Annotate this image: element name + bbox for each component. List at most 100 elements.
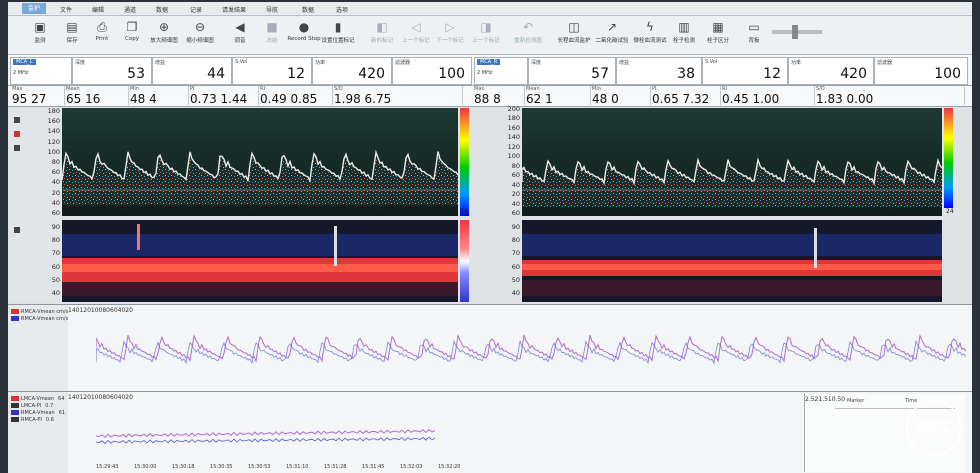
legend-text: RMCA-Vmean cm/s: [21, 316, 69, 322]
trend2-legend: LMCA-Vmean 64 LMCA-PI 0.7 RMCA-Vmean 61 RMCA-P…: [8, 392, 68, 473]
toolbar-button-undo[interactable]: ↶ 重新检测图: [508, 20, 548, 52]
left-power-field[interactable]: 功率 420: [312, 57, 392, 85]
menu-record[interactable]: 记录: [190, 7, 203, 14]
toolbar-label: 栓子区分: [706, 38, 729, 44]
stat-value: 0.73 1.44: [190, 92, 248, 106]
toolbar: ▣ 监测 ▤ 保存 ⎙ Print ❐ Copy ⊕ 放大频谱图 ⊖ 缩小频谱图 ◀ 调音 ■ 冻结 ● Reco…: [8, 16, 972, 55]
time-tick-label: 15:30:53: [248, 464, 271, 470]
right-channel-select[interactable]: MCA_R 2 MHz: [474, 57, 528, 85]
menu-results[interactable]: 请发结果: [222, 7, 247, 14]
axis-tick-label: 140: [68, 307, 80, 314]
toolbar-button-emboli-diff[interactable]: ▦ 栓子区分: [698, 20, 738, 52]
menu-data-2[interactable]: 数据: [302, 7, 315, 14]
menu-channel[interactable]: 通道: [124, 7, 137, 14]
toolbar-button-record[interactable]: ● Record Stop: [284, 20, 324, 52]
menu-options[interactable]: 选项: [336, 7, 349, 14]
toolbar-button-emboli-detect[interactable]: ▥ 栓子检测: [664, 20, 704, 52]
toolbar-button-monitor-long[interactable]: ◫ 长程血流监护: [554, 20, 594, 52]
menu-monitor[interactable]: 监护: [22, 3, 47, 14]
axis-tick-label: 140: [507, 133, 520, 142]
volume-slider-knob[interactable]: [792, 25, 798, 39]
toolbar-button-zoom-out[interactable]: ⊖ 缩小频谱图: [180, 20, 220, 52]
left-spectrum-panel[interactable]: [62, 108, 458, 216]
toolbar-label: 栓子检测: [672, 38, 695, 44]
settings-icon[interactable]: [14, 117, 20, 123]
left-freq: 2 MHz: [13, 70, 29, 76]
left-depth-field[interactable]: 深度 53: [72, 57, 152, 85]
toolbar-button-copy[interactable]: ❐ Copy: [112, 20, 152, 52]
axis-tick-label: 20: [125, 394, 133, 401]
zoom-in-icon: ⊕: [158, 20, 170, 34]
legend-entry[interactable]: RMCA-PI 0.6: [11, 417, 54, 423]
stat-label: Min: [130, 86, 139, 92]
axis-tick-label: 80: [51, 158, 60, 166]
toolbar-button-mute[interactable]: ◀ 调音: [220, 20, 260, 52]
toolbar-button-co2[interactable]: ↗ 二氧化碳试验: [592, 20, 632, 52]
right-depth-field[interactable]: 深度 57: [528, 57, 616, 85]
legend-text: RMCA-Vmean: [21, 410, 55, 416]
toolbar-button-prev[interactable]: ◁ 上一个标记: [396, 20, 436, 52]
axis-tick-label: 0: [841, 396, 846, 403]
right-power-field[interactable]: 功率 420: [788, 57, 874, 85]
undo-icon: ↶: [522, 20, 534, 34]
left-depth-label: 深度: [75, 60, 86, 66]
left-stat-sd: S/D 1.98 6.75: [332, 86, 463, 106]
toolbar-label: 缩小频谱图: [186, 38, 214, 44]
menu-file[interactable]: 文件: [60, 7, 73, 14]
right-filter-field[interactable]: 滤波器 100: [874, 57, 968, 85]
menu-navigate[interactable]: 导航: [266, 7, 279, 14]
axis-tick-label: 0.5: [831, 396, 842, 403]
right-spectrum-panel[interactable]: [522, 108, 942, 216]
left-channel-select[interactable]: MCA_L 2 MHz: [10, 57, 72, 85]
right-svol-field[interactable]: S.Vol 12: [702, 57, 788, 85]
trend1-legend: RMCA-Vmean cm/s RMCA-Vmean cm/s: [8, 305, 68, 391]
legend-text: LMCA-PI: [21, 403, 42, 409]
legend-entry[interactable]: RMCA-Vmean 61: [11, 410, 65, 416]
menu-edit[interactable]: 编辑: [92, 7, 105, 14]
left-filter-field[interactable]: 滤波器 100: [392, 57, 472, 85]
axis-tick-label: 120: [47, 137, 60, 146]
left-svol-field[interactable]: S.Vol 12: [232, 57, 312, 85]
toolbar-button-prev-marker[interactable]: ◧ 新的标记: [362, 20, 402, 52]
stat-value: 1.83 0.00: [816, 92, 874, 106]
left-channel-label: MCA_L: [13, 59, 36, 65]
emboli-detect-icon: ▥: [678, 20, 690, 34]
stat-label: Max: [474, 86, 485, 92]
emboli-icon: ϟ: [646, 20, 654, 34]
toolbar-button-last-marker[interactable]: ◨ 上一个标记: [466, 20, 506, 52]
toolbar-button-save[interactable]: ▤ 保存: [52, 20, 92, 52]
legend-swatch: [11, 316, 19, 321]
left-gain-field[interactable]: 增益 44: [152, 57, 232, 85]
right-stat-max: Max 88 8: [472, 86, 525, 106]
toolbar-button-marker[interactable]: ▮ 设置位置标记: [318, 20, 358, 52]
legend-entry[interactable]: RMCA-Vmean cm/s: [11, 316, 68, 322]
legend-entry[interactable]: LMCA-PI 0.7: [11, 403, 53, 409]
toolbar-button-zoom-in[interactable]: ⊕ 放大频谱图: [144, 20, 184, 52]
toolbar-button-emboli[interactable]: ϟ 微栓血流测试: [630, 20, 670, 52]
toolbar-button-stop[interactable]: ■ 冻结: [252, 20, 292, 52]
axis-tick-label: 100: [47, 147, 60, 156]
color-swatch-icon[interactable]: [14, 131, 20, 137]
right-svol-value: 12: [763, 66, 781, 82]
time-col-header: Time: [905, 398, 918, 404]
toolbar-button-printer[interactable]: ⎙ Print: [82, 20, 122, 52]
toolbar-button-next[interactable]: ▷ 下一个标记: [430, 20, 470, 52]
right-stat-mean: Mean 62 1: [524, 86, 591, 106]
toolbar-button-display[interactable]: ▭ 背板: [734, 20, 774, 52]
axis-tick-label: 180: [507, 114, 520, 123]
toolbar-label: 新的标记: [370, 38, 393, 44]
right-mmode-panel[interactable]: [522, 220, 942, 302]
mmode-settings-icon[interactable]: [14, 227, 20, 233]
right-gain-field[interactable]: 增益 38: [616, 57, 702, 85]
trend-panel-velocity[interactable]: RMCA-Vmean cm/s RMCA-Vmean cm/s 140120100…: [8, 304, 972, 391]
marker-tool-icon[interactable]: [14, 145, 20, 151]
toolbar-button-monitor[interactable]: ▣ 监测: [20, 20, 60, 52]
trend1-axis: 14012010080604020: [68, 307, 133, 389]
legend-entry[interactable]: RMCA-Vmean cm/s: [11, 309, 68, 315]
left-svol-label: S.Vol: [235, 59, 248, 65]
trend-panel-mean[interactable]: LMCA-Vmean 64 LMCA-PI 0.7 RMCA-Vmean 61 RMCA-P…: [8, 391, 972, 473]
left-mmode-panel[interactable]: [62, 220, 458, 302]
legend-entry[interactable]: LMCA-Vmean 64: [11, 396, 64, 402]
menu-data[interactable]: 数据: [156, 7, 169, 14]
volume-slider[interactable]: [772, 25, 822, 39]
